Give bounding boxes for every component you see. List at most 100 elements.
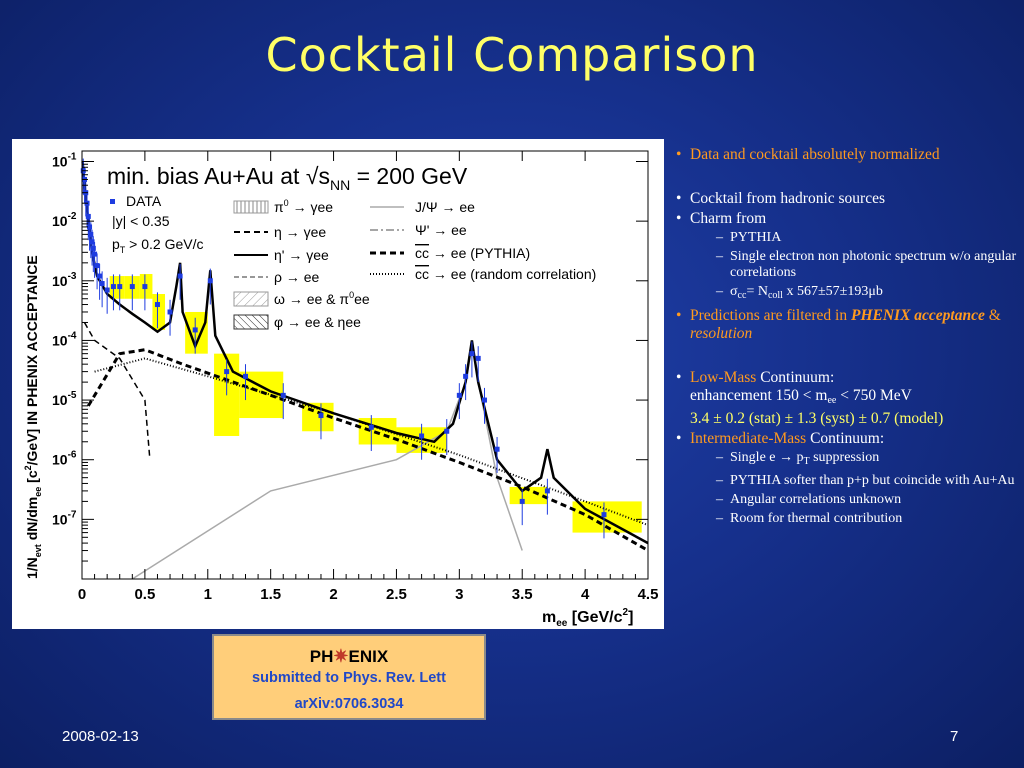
- data-point: [85, 213, 91, 219]
- legend-rapidity-label: |y| < 0.35: [112, 213, 170, 229]
- data-point: [475, 355, 481, 361]
- x-tick-label: 1: [204, 586, 212, 603]
- legend-pi0-label: π0 → γee: [274, 198, 333, 215]
- y-tick-label: 10-2: [52, 211, 77, 229]
- legend-jpsi-label: J/Ψ → ee: [415, 199, 475, 215]
- data-point: [456, 392, 462, 398]
- data-point: [90, 245, 96, 251]
- legend-omega-swatch: [233, 291, 269, 307]
- bullet-charm-cross-section: σcc= Ncoll x 567±57±193μb: [672, 284, 1024, 304]
- slide-title: Cocktail Comparison: [265, 28, 759, 82]
- y-tick-label: 10-5: [52, 390, 77, 408]
- data-point: [154, 302, 160, 308]
- charm-pythia-curve: [87, 348, 649, 552]
- bullet-normalized: Data and cocktail absolutely normalized: [672, 146, 1024, 164]
- legend-pt-label: pT > 0.2 GeV/c: [112, 236, 204, 255]
- x-tick-label: 2.5: [386, 586, 407, 603]
- data-point: [177, 273, 183, 279]
- data-point: [88, 231, 94, 237]
- data-point: [110, 284, 116, 290]
- y-tick-label: 10-6: [52, 450, 77, 468]
- bullet-charm: Charm from: [672, 210, 1024, 228]
- legend-pi0-swatch: [233, 200, 269, 214]
- legend-eta-label: η → γee: [274, 224, 326, 240]
- data-point: [444, 428, 450, 434]
- data-point: [494, 446, 500, 452]
- syst-band: [185, 311, 208, 354]
- bullet-single-e-suppression: Single e → pT suppression: [672, 450, 1024, 470]
- x-tick-label: 3.5: [512, 586, 533, 603]
- bullet-list: Data and cocktail absolutely normalized …: [672, 146, 1024, 530]
- bullet-hadronic: Cocktail from hadronic sources: [672, 190, 1024, 208]
- data-point: [87, 224, 93, 230]
- data-point: [167, 309, 173, 315]
- bullet-thermal: Room for thermal contribution: [672, 511, 1024, 527]
- legend-data-marker: [110, 199, 115, 204]
- legend-data-label: DATA: [126, 193, 162, 209]
- x-tick-label: 0.5: [134, 586, 155, 603]
- footer-date: 2008-02-13: [62, 728, 139, 745]
- data-point: [92, 251, 98, 257]
- syst-band-layer: [109, 273, 642, 533]
- data-point: [481, 397, 487, 403]
- legend-etaprime-label: η' → γee: [274, 247, 329, 263]
- bullet-intermediate-mass: Intermediate-Mass Continuum:: [672, 430, 1024, 448]
- bullet-pythia-softer: PYTHIA softer than p+p but coincide with…: [672, 473, 1024, 489]
- x-tick-label: 1.5: [260, 586, 281, 603]
- x-tick-label: 4.5: [638, 586, 659, 603]
- bullet-charm-pythia: PYTHIA: [672, 230, 1024, 246]
- data-point: [117, 284, 123, 290]
- y-tick-label: 10-3: [52, 271, 77, 289]
- y-axis-title: 1/Nevt dN/dmee [c2/GeV] IN PHENIX ACCEPT…: [23, 255, 43, 579]
- phenix-badge: PH✷ENIX submitted to Phys. Rev. Lett arX…: [212, 634, 486, 720]
- syst-band: [152, 294, 166, 330]
- y-tick-label: 10-4: [52, 330, 77, 348]
- data-point: [280, 392, 286, 398]
- legend-psiprime-label: Ψ' → ee: [415, 222, 467, 238]
- data-point: [97, 273, 103, 279]
- chart-panel: 0 0.5 1 1.5 2 2.5 3 3.5 4 4.5 10-1 10-2 10-3 10-4 10-5…: [12, 139, 664, 629]
- legend-charm-random-label: cc → ee (random correlation): [415, 266, 596, 282]
- x-axis-title: mee [GeV/c2]: [542, 607, 633, 629]
- badge-submitted-text: submitted to Phys. Rev. Lett: [252, 670, 446, 686]
- phenix-logo: PH✷ENIX: [309, 646, 389, 666]
- chart-svg: 0 0.5 1 1.5 2 2.5 3 3.5 4 4.5 10-1 10-2 10-3 10-4 10-5…: [23, 150, 658, 629]
- data-point: [224, 369, 230, 375]
- plot-frame: [81, 150, 649, 580]
- page-number: 7: [950, 728, 959, 745]
- x-tick-label: 4: [581, 586, 590, 603]
- bullet-low-mass: Low-Mass Continuum:enhancement 150 < mee…: [672, 369, 1024, 428]
- data-point: [142, 284, 148, 290]
- legend-omega-label: ω → ee & π0ee: [274, 290, 370, 307]
- data-point: [192, 327, 198, 333]
- axis-layer: 0 0.5 1 1.5 2 2.5 3 3.5 4 4.5 10-1 10-2 10-3 10-4 10-5…: [52, 151, 658, 603]
- data-point: [104, 287, 110, 293]
- data-point: [99, 281, 105, 287]
- data-point: [463, 373, 469, 379]
- phenix-star-icon: ✷: [333, 646, 349, 666]
- x-tick-label: 3: [455, 586, 463, 603]
- data-point: [519, 498, 525, 504]
- data-point: [207, 278, 213, 284]
- data-point: [601, 512, 607, 518]
- data-point: [544, 488, 550, 494]
- data-point: [129, 284, 135, 290]
- eta-curve: [83, 322, 151, 460]
- legend-charm-pythia-label: cc → ee (PYTHIA): [415, 245, 530, 261]
- data-point: [469, 351, 475, 357]
- data-point: [419, 433, 425, 439]
- data-point: [94, 263, 100, 269]
- bullet-acceptance: Predictions are filtered in PHENIX accep…: [672, 307, 1024, 343]
- legend-rho-label: ρ → ee: [274, 269, 320, 285]
- legend-phi-label: φ → ee & ηee: [274, 314, 361, 330]
- data-point: [368, 424, 374, 430]
- data-point: [243, 373, 249, 379]
- y-tick-label: 10-1: [52, 152, 77, 170]
- x-tick-label: 0: [78, 586, 86, 603]
- data-point: [89, 239, 95, 245]
- x-tick-label: 2: [329, 586, 337, 603]
- y-tick-label: 10-7: [52, 509, 77, 527]
- data-point: [318, 413, 324, 419]
- legend-phi-swatch: [233, 314, 269, 330]
- chart-title: min. bias Au+Au at √sNN = 200 GeV: [107, 163, 468, 193]
